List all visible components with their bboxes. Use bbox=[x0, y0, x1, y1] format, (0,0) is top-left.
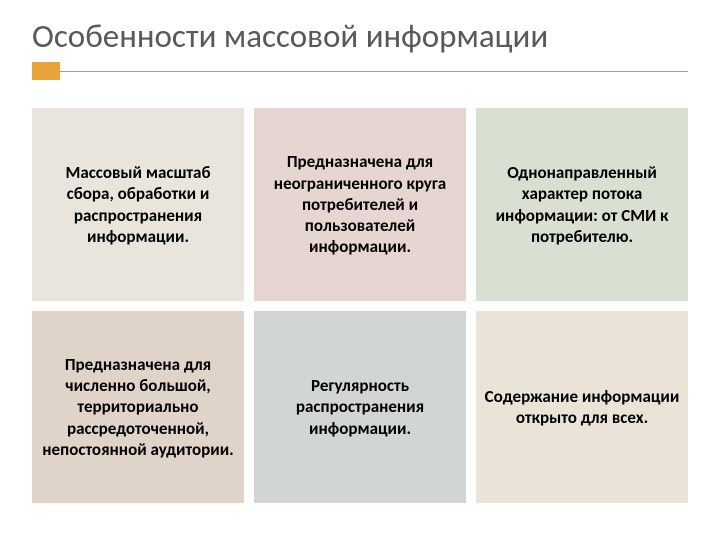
grid-cell: Однонаправленный характер потока информа… bbox=[476, 108, 688, 301]
grid-cell: Массовый масштаб сбора, обработки и расп… bbox=[32, 108, 244, 301]
divider-line bbox=[60, 71, 688, 72]
content-grid: Массовый масштаб сбора, обработки и расп… bbox=[32, 108, 688, 503]
grid-cell: Регулярность распространения информации. bbox=[254, 311, 466, 504]
grid-cell: Предназначена для неограниченного круга … bbox=[254, 108, 466, 301]
accent-line bbox=[32, 62, 688, 80]
title-row: Особенности массовой информации bbox=[32, 18, 688, 54]
accent-block bbox=[32, 62, 60, 80]
slide: Особенности массовой информации Массовый… bbox=[0, 0, 720, 540]
grid-cell: Содержание информации открыто для всех. bbox=[476, 311, 688, 504]
slide-title: Особенности массовой информации bbox=[32, 18, 548, 54]
grid-cell: Предназначена для численно большой, терр… bbox=[32, 311, 244, 504]
